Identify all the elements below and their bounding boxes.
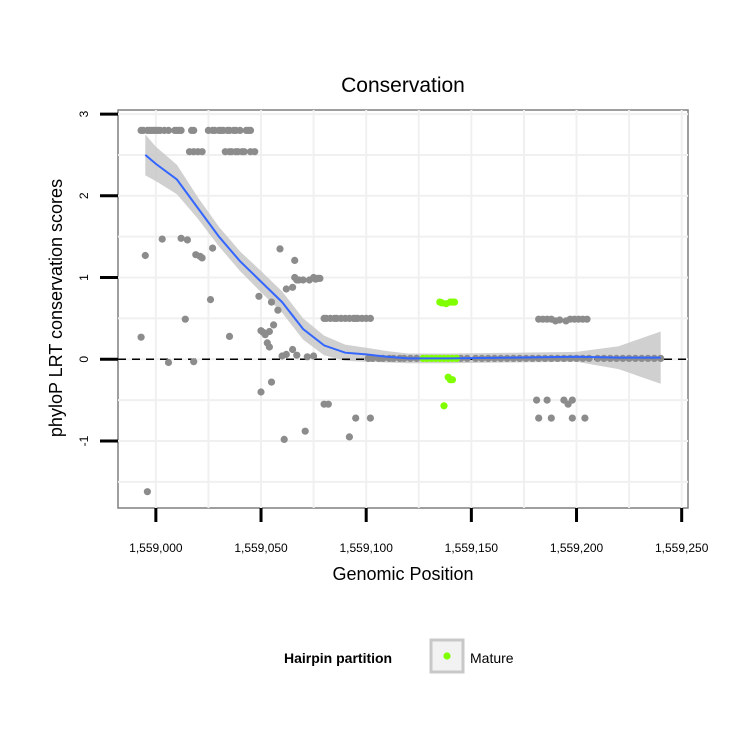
point-other — [183, 236, 191, 244]
point-other — [255, 292, 263, 300]
x-axis: 1,559,000 1,559,050 1,559,100 1,559,150 1,55… — [129, 508, 709, 555]
point-other — [345, 433, 353, 441]
y-axis: -1 0 1 2 3 — [77, 110, 118, 446]
point-other — [560, 354, 568, 362]
point-other — [282, 285, 290, 293]
point-other — [257, 327, 265, 335]
point-other — [324, 400, 332, 408]
point-other — [556, 316, 564, 324]
point-other — [225, 332, 234, 340]
point-other — [289, 345, 297, 354]
point-other — [533, 396, 541, 404]
x-axis-label: Genomic Position — [332, 564, 473, 584]
plot-panel — [117, 109, 689, 509]
point-other — [594, 354, 602, 362]
point-other — [301, 427, 309, 435]
point-other — [251, 148, 259, 156]
point-other — [547, 354, 555, 362]
point-other — [282, 350, 290, 358]
x-tick-label: 1,559,000 — [129, 541, 183, 555]
point-other — [190, 126, 198, 134]
legend: Hairpin partition Mature — [284, 638, 514, 674]
point-other — [316, 274, 324, 282]
point-other — [289, 283, 297, 291]
point-other — [600, 354, 608, 362]
point-other — [554, 354, 562, 362]
point-other — [236, 126, 244, 134]
y-tick-label: 2 — [77, 192, 91, 199]
point-other — [581, 414, 589, 422]
point-other — [158, 235, 166, 243]
point-other — [267, 298, 276, 306]
point-other — [270, 321, 278, 329]
points-layer — [137, 126, 665, 496]
point-other — [274, 306, 282, 314]
point-other — [177, 234, 185, 242]
point-other — [240, 148, 248, 156]
chart-title: Conservation — [341, 74, 465, 97]
point-other — [209, 244, 217, 252]
legend-title: Hairpin partition — [284, 650, 392, 666]
point-other — [177, 126, 185, 134]
point-other — [265, 327, 273, 336]
point-other — [198, 148, 206, 156]
point-other — [528, 354, 537, 362]
point-other — [299, 276, 307, 284]
y-tick-label: 3 — [77, 110, 91, 117]
y-tick-label: 1 — [77, 274, 91, 281]
point-other — [543, 396, 551, 404]
point-other — [535, 354, 543, 362]
x-tick-label: 1,559,250 — [655, 541, 709, 555]
point-other — [280, 435, 288, 443]
legend-mature-marker — [443, 652, 451, 660]
point-mature — [440, 402, 448, 410]
x-tick-label: 1,559,050 — [234, 541, 288, 555]
point-other — [366, 414, 374, 422]
point-other — [568, 414, 576, 422]
y-tick-label: -1 — [77, 435, 91, 446]
smooth-curve — [144, 154, 661, 360]
y-tick-label: 0 — [77, 356, 91, 363]
point-other — [310, 352, 318, 360]
point-other — [352, 414, 360, 422]
x-tick-label: 1,559,150 — [445, 541, 499, 555]
point-other — [291, 256, 299, 264]
grid-lines — [118, 110, 688, 508]
point-other — [164, 126, 173, 134]
point-other — [164, 358, 173, 367]
legend-label-mature: Mature — [470, 650, 514, 666]
point-other — [137, 333, 145, 341]
point-other — [276, 245, 284, 253]
point-other — [585, 354, 593, 362]
point-other — [190, 358, 198, 366]
point-other — [267, 378, 276, 386]
x-tick-label: 1,559,200 — [550, 541, 604, 555]
point-other — [541, 354, 549, 362]
point-mature — [448, 376, 456, 384]
point-other — [265, 343, 273, 351]
point-other — [181, 315, 189, 323]
point-other — [198, 254, 206, 262]
x-tick-label: 1,559,100 — [339, 541, 393, 555]
point-other — [535, 414, 543, 422]
point-other — [206, 296, 215, 304]
point-other — [293, 351, 301, 359]
point-other — [547, 414, 555, 422]
point-other — [366, 314, 374, 322]
point-mature — [450, 298, 459, 306]
point-other — [141, 251, 149, 260]
point-other — [257, 388, 265, 396]
point-other — [368, 354, 377, 362]
point-other — [583, 315, 591, 323]
point-other — [143, 488, 151, 496]
point-other — [568, 396, 576, 404]
point-other — [246, 126, 255, 134]
point-other — [303, 353, 311, 361]
point-other — [657, 354, 665, 362]
y-axis-label: phyloP LRT conservation scores — [46, 179, 66, 437]
